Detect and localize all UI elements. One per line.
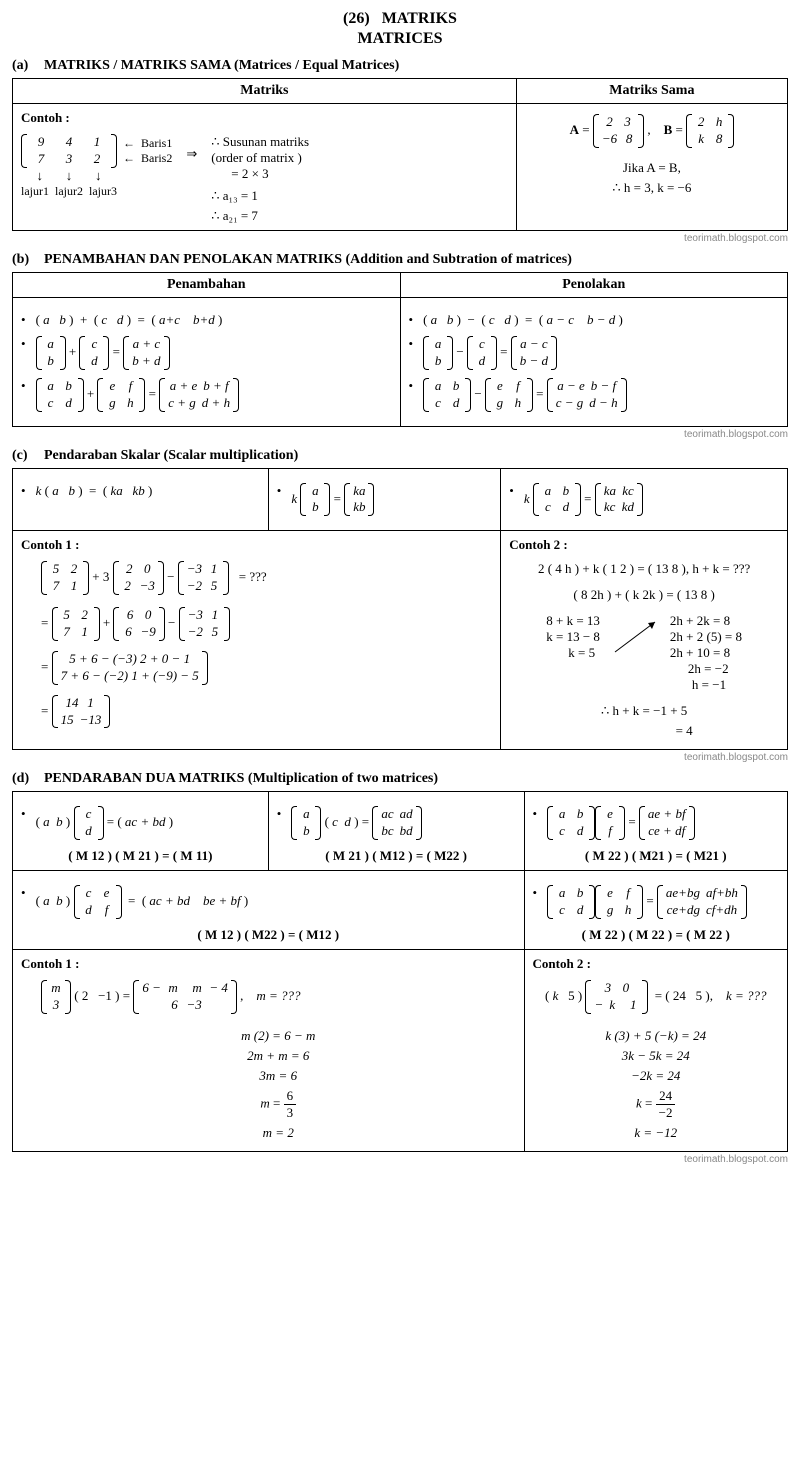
table-b: PenambahanPenolakan ( a b ) + ( c d ) = … — [12, 272, 788, 427]
table-a: MatriksMatriks Sama Contoh : 941732 ↓ ↓ … — [12, 78, 788, 231]
section-b-header: (b) PENAMBAHAN DAN PENOLAKAN MATRIKS (Ad… — [12, 252, 788, 268]
table-c: k ( a b ) = ( ka kb ) k ab = kakb k abcd… — [12, 468, 788, 751]
section-d-header: (d) PENDARABAN DUA MATRIKS (Multiplicati… — [12, 771, 788, 787]
section-c-header: (c) Pendaraban Skalar (Scalar multiplica… — [12, 448, 788, 464]
section-a-header: (a) MATRIKS / MATRIKS SAMA (Matrices / E… — [12, 58, 788, 74]
title-main: (26) MATRIKS — [12, 10, 788, 28]
table-d: ( a b ) cd = ( ac + bd ) ( M 12 ) ( M 21… — [12, 791, 788, 1151]
watermark: teorimath.blogspot.com — [12, 233, 788, 244]
title-sub: MATRICES — [12, 30, 788, 48]
